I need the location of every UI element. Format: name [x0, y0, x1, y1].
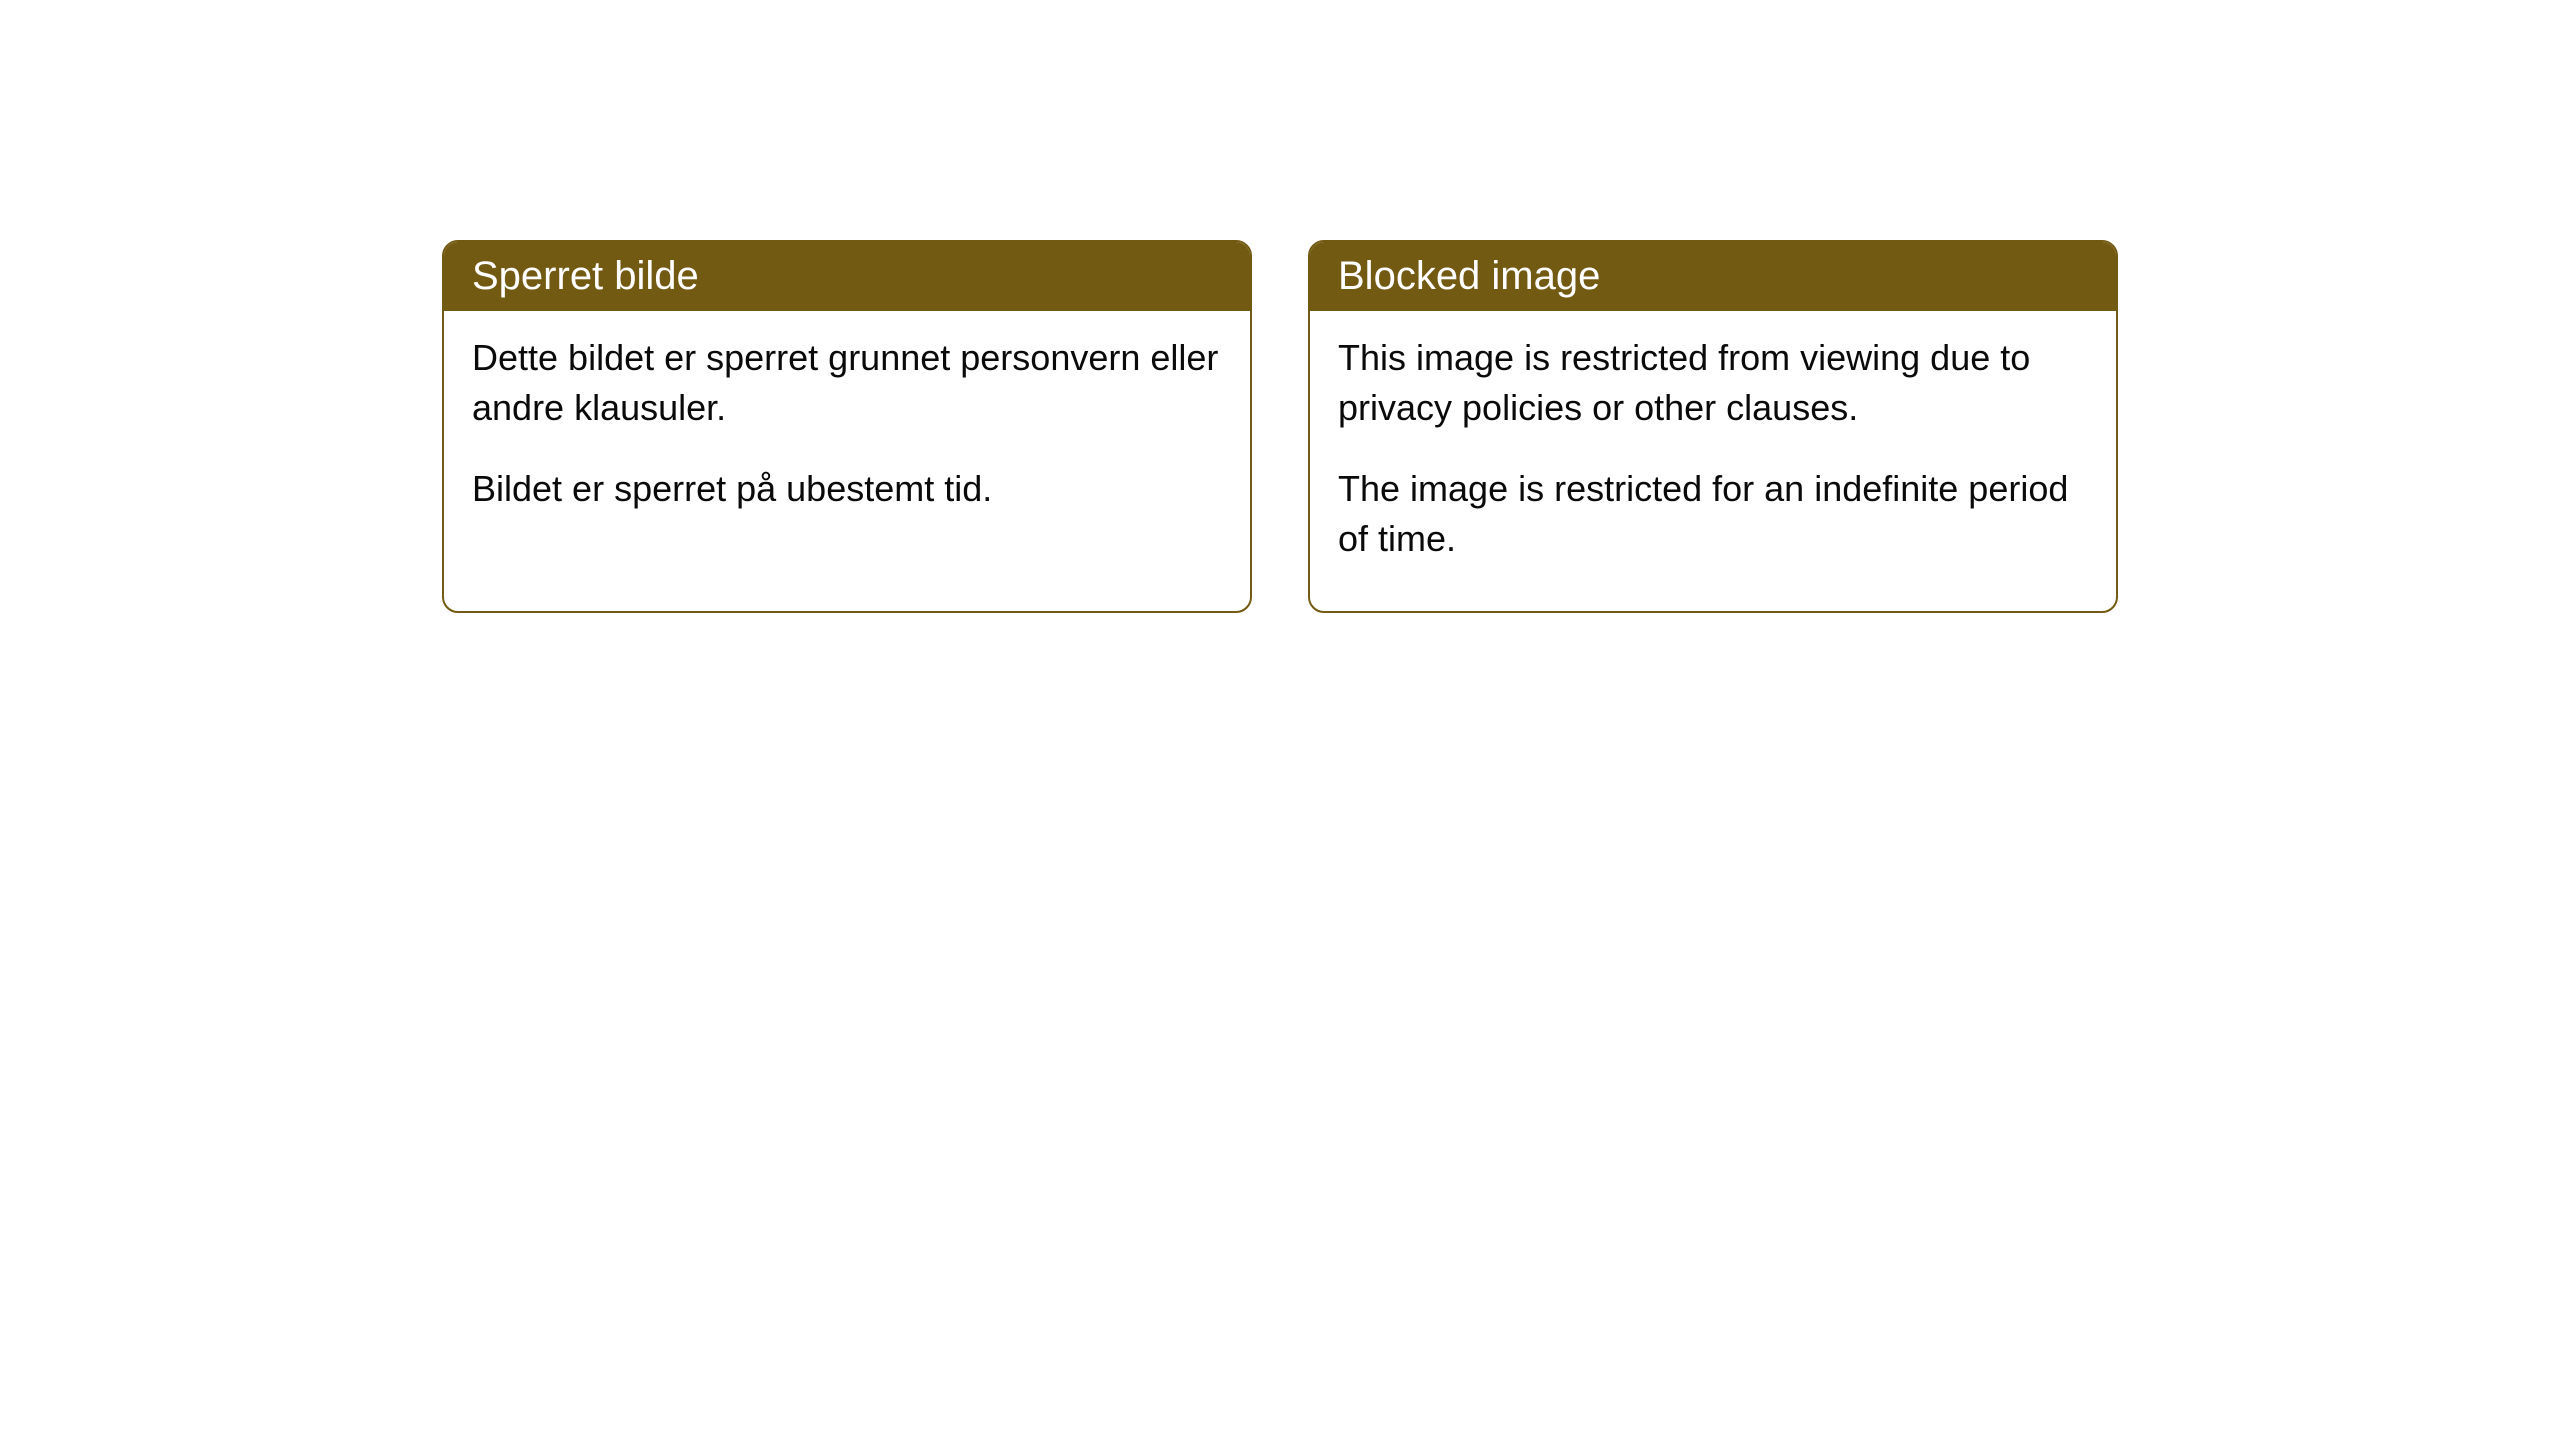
card-paragraph: The image is restricted for an indefinit… — [1338, 464, 2088, 565]
card-title: Sperret bilde — [472, 254, 699, 298]
card-header: Blocked image — [1310, 242, 2116, 311]
card-title: Blocked image — [1338, 254, 1600, 298]
cards-container: Sperret bilde Dette bildet er sperret gr… — [442, 240, 2118, 613]
blocked-image-card-en: Blocked image This image is restricted f… — [1308, 240, 2118, 613]
card-body: This image is restricted from viewing du… — [1310, 311, 2116, 611]
card-header: Sperret bilde — [444, 242, 1250, 311]
card-paragraph: Bildet er sperret på ubestemt tid. — [472, 464, 1222, 514]
card-body: Dette bildet er sperret grunnet personve… — [444, 311, 1250, 560]
blocked-image-card-no: Sperret bilde Dette bildet er sperret gr… — [442, 240, 1252, 613]
card-paragraph: Dette bildet er sperret grunnet personve… — [472, 333, 1222, 434]
card-paragraph: This image is restricted from viewing du… — [1338, 333, 2088, 434]
